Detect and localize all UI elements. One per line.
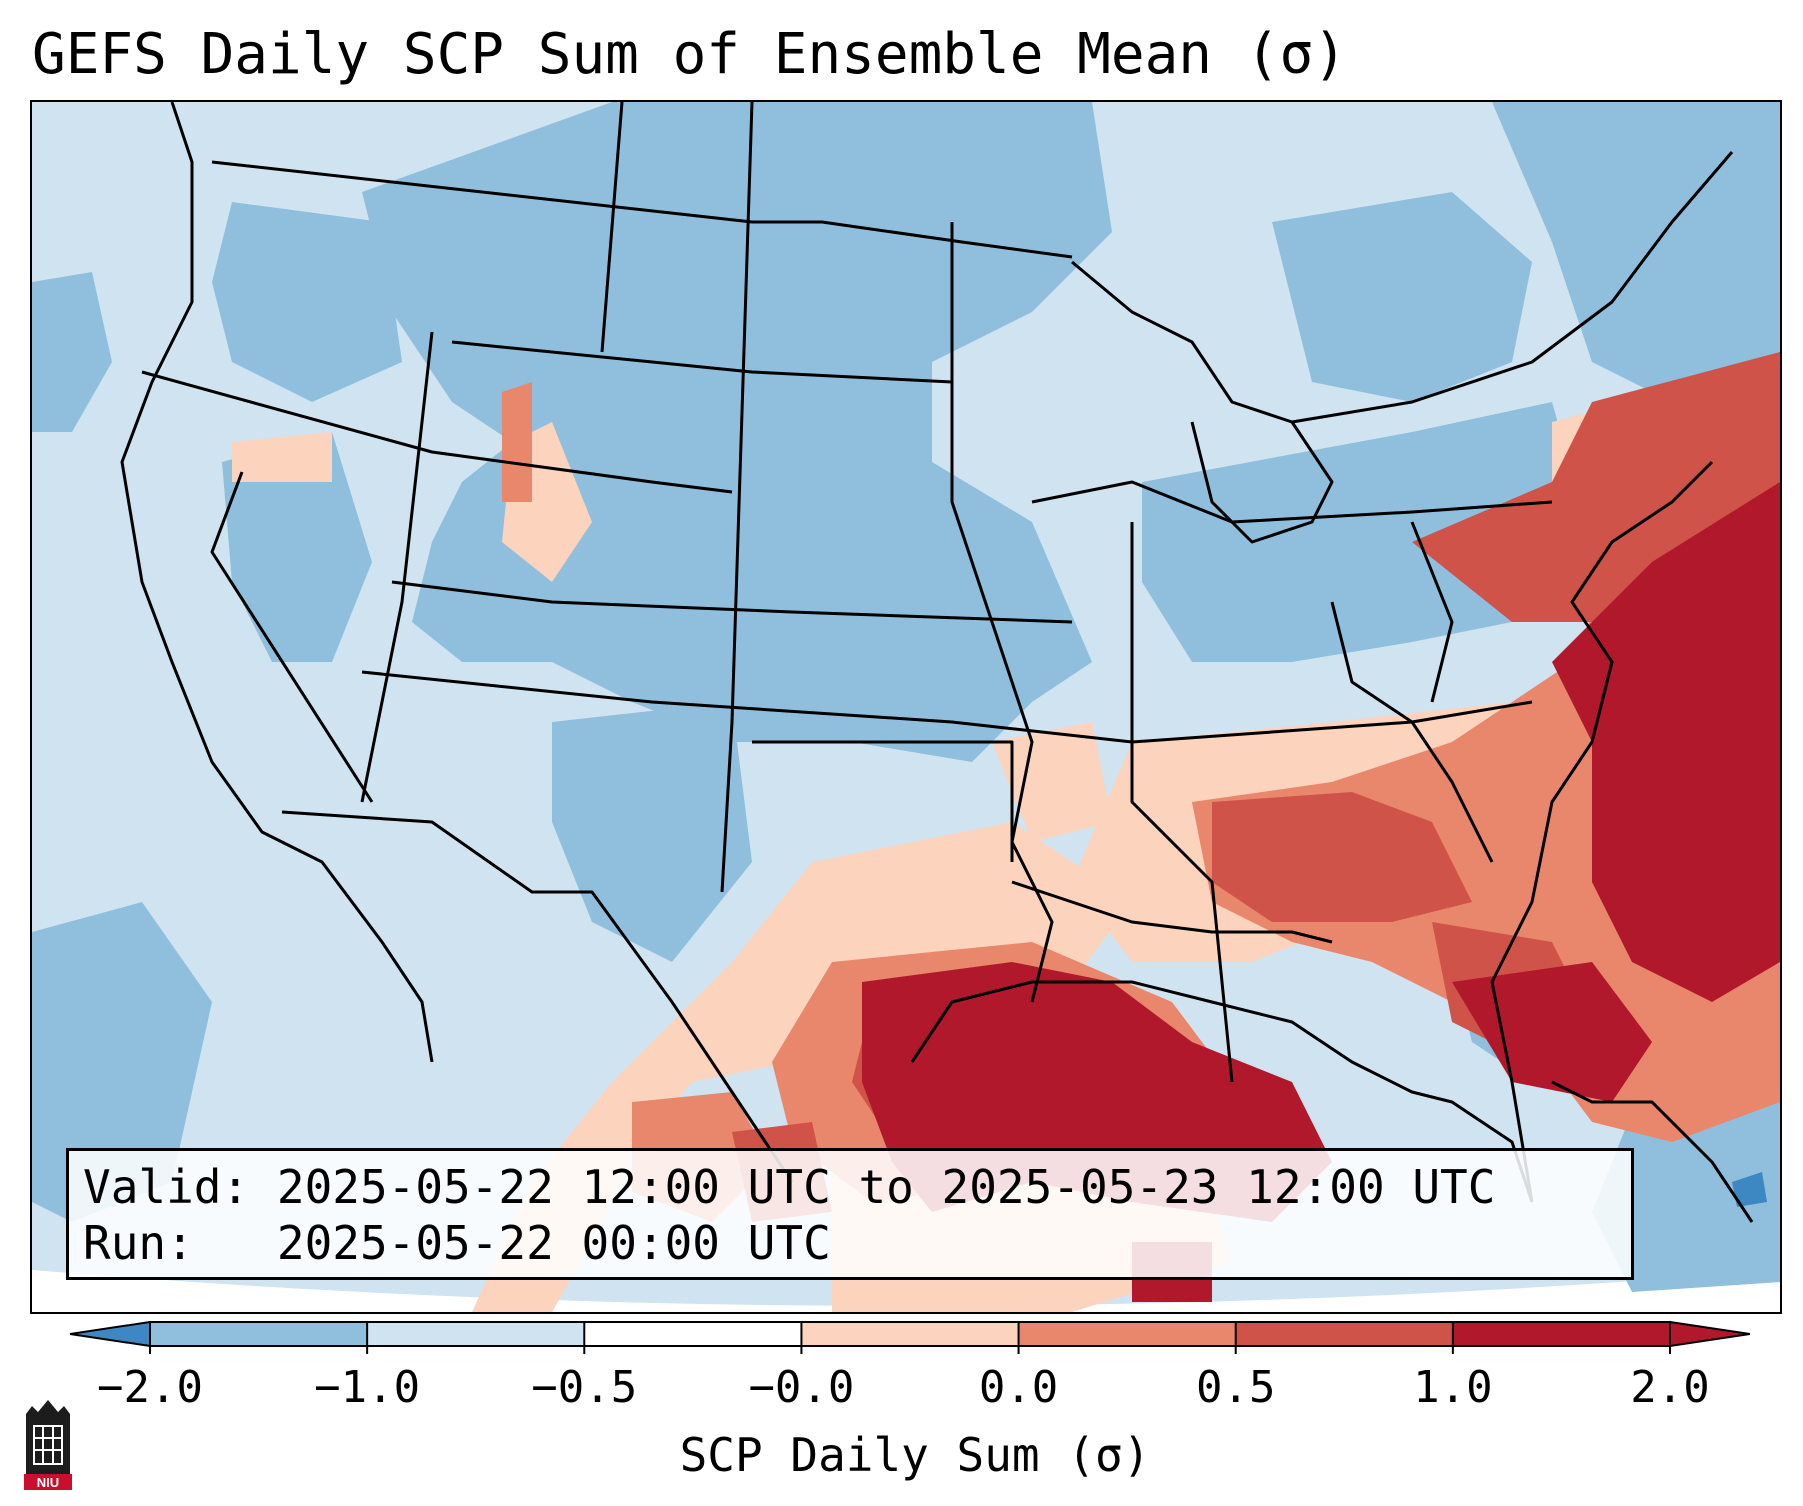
run-label: Run: bbox=[83, 1216, 194, 1270]
borders bbox=[120, 102, 1754, 1223]
gulf-coastline bbox=[910, 980, 1534, 1203]
idaho-medium-strip bbox=[502, 382, 532, 502]
colorbar bbox=[70, 1320, 1750, 1354]
colorbar-segment bbox=[1018, 1322, 1236, 1346]
colorbar-extend-left bbox=[70, 1320, 151, 1348]
michigan-outline bbox=[1190, 421, 1334, 544]
colorbar-ticks bbox=[149, 1322, 1671, 1354]
california-nevada-border bbox=[210, 471, 374, 803]
run-value: 2025-05-22 00:00 UTC bbox=[276, 1216, 831, 1270]
pennsylvania-border bbox=[1410, 521, 1454, 703]
florida-darkred bbox=[1452, 962, 1652, 1102]
map-title: GEFS Daily SCP Sum of Ensemble Mean (σ) bbox=[32, 22, 1347, 87]
colorbar-segments bbox=[70, 1320, 1750, 1348]
bahamas-blue bbox=[1592, 1082, 1780, 1292]
appalachian-border bbox=[1330, 601, 1494, 863]
mid-latitude-border bbox=[361, 670, 1533, 744]
scp-map bbox=[32, 102, 1780, 1312]
colorbar-segment bbox=[584, 1322, 802, 1346]
valid-label: Valid: bbox=[83, 1160, 250, 1214]
colorbar-segment bbox=[367, 1322, 585, 1346]
atlantic-canada-blue bbox=[1492, 102, 1780, 402]
pacific-north-blue bbox=[32, 272, 112, 432]
colorbar-tick-label: 0.5 bbox=[1195, 1362, 1276, 1413]
colorbar-segment bbox=[150, 1322, 368, 1346]
colorbar-tick-label: 2.0 bbox=[1630, 1362, 1710, 1413]
colorbar-segment bbox=[1235, 1322, 1453, 1346]
logo-text: NIU bbox=[37, 1475, 59, 1490]
colorbar-extend-right bbox=[1669, 1320, 1750, 1348]
colorbar-title: SCP Daily Sum (σ) bbox=[679, 1428, 1151, 1482]
cuba-bahamas-outline bbox=[1551, 1080, 1754, 1223]
valid-run-box: Valid: 2025-05-22 12:00 UTC to 2025-05-2… bbox=[66, 1148, 1634, 1280]
idaho-utah-line bbox=[360, 331, 434, 803]
colorado-kansas-line bbox=[720, 102, 754, 893]
colorbar-tick-label: −2.0 bbox=[97, 1362, 203, 1413]
nevada-blue bbox=[222, 432, 372, 662]
valid-value: 2025-05-22 12:00 UTC to 2025-05-23 12:00… bbox=[276, 1160, 1496, 1214]
oregon-idaho-border bbox=[141, 370, 733, 494]
colorbar-tick-label: −0.0 bbox=[748, 1362, 855, 1413]
colorbar-segment bbox=[801, 1322, 1019, 1346]
gulf-coast-border bbox=[1011, 880, 1333, 944]
arkansas-light bbox=[992, 722, 1112, 842]
montana-line bbox=[600, 102, 624, 353]
oklahoma-border bbox=[752, 740, 1014, 862]
montana-wyoming-border bbox=[451, 340, 953, 384]
plains-blue-region bbox=[362, 102, 1112, 762]
niu-logo: NIU bbox=[24, 1400, 72, 1490]
domain-edge bbox=[32, 1270, 1780, 1312]
mississippi-line bbox=[950, 222, 1054, 1003]
run-line: Run: 2025-05-22 00:00 UTC bbox=[83, 1215, 1617, 1271]
pacific-coastline bbox=[120, 102, 434, 1063]
colorbar-tick-label: −0.5 bbox=[531, 1362, 638, 1413]
colorbar-tick-label: 0.0 bbox=[978, 1362, 1059, 1413]
oregon-light bbox=[232, 432, 332, 482]
atlantic-coastline bbox=[1490, 460, 1714, 1203]
texas-light-region bbox=[472, 822, 1132, 1312]
great-lakes-border bbox=[1071, 151, 1734, 424]
us-canada-border bbox=[211, 160, 1073, 259]
map-panel bbox=[30, 100, 1782, 1314]
alabama-border bbox=[1130, 522, 1234, 1083]
us-mexico-border bbox=[281, 810, 794, 1183]
great-lakes-blue bbox=[1142, 402, 1592, 662]
atlantic-core-darkred bbox=[1552, 482, 1780, 1002]
pacific-nw-blue bbox=[212, 202, 402, 402]
southern-border-line bbox=[391, 580, 1073, 624]
pacific-blue bbox=[32, 902, 212, 1222]
deep-blue-spot bbox=[1732, 1172, 1767, 1207]
new-mexico-blue bbox=[552, 702, 752, 962]
colorbar-tick-label: 1.0 bbox=[1413, 1362, 1493, 1413]
deep-south-red bbox=[1212, 792, 1472, 922]
valid-line: Valid: 2025-05-22 12:00 UTC to 2025-05-2… bbox=[83, 1159, 1617, 1215]
colorbar-segment bbox=[1452, 1322, 1670, 1346]
quebec-blue bbox=[1272, 192, 1532, 402]
colorbar-tick-label: −1.0 bbox=[314, 1362, 421, 1413]
blue-patches bbox=[32, 102, 1780, 1292]
